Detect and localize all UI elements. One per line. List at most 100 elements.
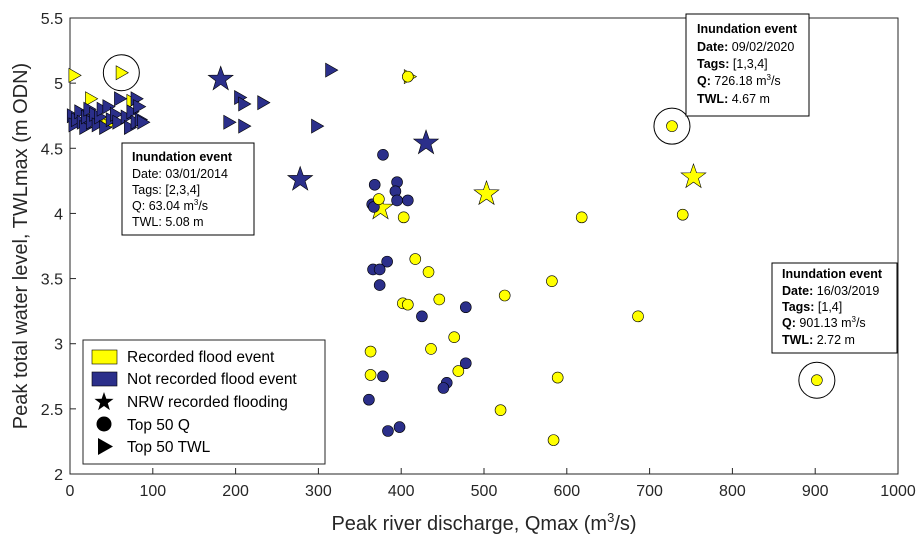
data-point-circle — [437, 382, 450, 394]
triangle-icon — [98, 438, 113, 455]
annotation-date: Date: 09/02/2020 — [697, 40, 794, 54]
y-tick-label: 3.5 — [41, 272, 63, 289]
data-point-circle — [494, 404, 507, 416]
annotation-twl: TWL: 5.08 m — [132, 215, 204, 229]
annotation-event-2020: Inundation event Date: 09/02/2020 Tags: … — [685, 13, 810, 117]
data-point-circle — [547, 434, 560, 446]
data-point-triangle — [238, 96, 252, 112]
legend-item-not-recorded: Not recorded flood event — [91, 371, 297, 388]
data-point-circle — [368, 178, 381, 191]
data-point-circle — [364, 345, 377, 358]
data-point-triangle — [325, 62, 339, 78]
annotation-tags: Tags: [1,4] — [782, 300, 842, 314]
data-point-circle — [373, 263, 386, 276]
y-tick-label: 4.5 — [41, 141, 63, 158]
data-point-circle — [377, 149, 389, 161]
data-point-triangle — [137, 114, 151, 130]
data-point-triangle — [68, 67, 82, 83]
data-point-circle — [373, 279, 386, 291]
highlight-ring — [798, 361, 836, 399]
data-point-circle — [422, 266, 435, 278]
data-point-circle — [393, 421, 406, 433]
x-tick-label: 900 — [802, 483, 829, 500]
annotation-title: Inundation event — [782, 267, 883, 281]
legend-item-top-twl: Top 50 TWL — [98, 438, 211, 456]
data-point-circle — [377, 370, 389, 383]
data-point-circle — [676, 208, 689, 221]
data-point-triangle — [112, 114, 126, 130]
x-axis: 0 100 200 300 400 500 600 700 800 900 1000 — [66, 468, 916, 500]
legend-label: Recorded flood event — [127, 349, 275, 366]
y-tick-label: 5.5 — [41, 11, 63, 28]
data-point-circle — [363, 393, 375, 406]
x-tick-label: 200 — [222, 483, 249, 500]
data-point-triangle — [223, 114, 237, 130]
y-tick-label: 4 — [54, 206, 63, 223]
data-point-circle — [433, 293, 446, 306]
annotation-q: Q: 726.18 m3/s — [697, 73, 781, 88]
y-tick-label: 3 — [54, 337, 63, 354]
data-point-circle — [373, 193, 385, 205]
circle-icon — [96, 416, 112, 432]
legend-swatch-blue — [91, 371, 118, 387]
annotation-twl: TWL: 2.72 m — [782, 333, 855, 347]
legend-item-recorded: Recorded flood event — [91, 349, 275, 366]
legend-label: Top 50 TWL — [127, 439, 211, 456]
star-icon — [94, 392, 114, 411]
data-point-star — [473, 179, 500, 206]
data-point-triangle — [124, 119, 138, 135]
annotation-q: Q: 901.13 m3/s — [782, 315, 866, 330]
legend-label: NRW recorded flooding — [127, 394, 288, 411]
data-points — [66, 62, 823, 446]
data-point-circle — [459, 357, 472, 370]
annotation-tags: Tags: [1,3,4] — [697, 57, 768, 71]
data-point-triangle — [114, 91, 128, 107]
data-point-triangle — [126, 104, 140, 120]
x-tick-label: 300 — [305, 483, 332, 500]
annotation-q: Q: 63.04 m3/s — [132, 198, 208, 213]
annotation-event-2019: Inundation event Date: 16/03/2019 Tags: … — [771, 262, 898, 354]
data-point-circle — [382, 425, 394, 437]
data-point-star — [207, 65, 234, 91]
x-tick-label: 700 — [636, 483, 663, 500]
data-point-circle — [632, 310, 644, 323]
annotation-tags: Tags: [2,3,4] — [132, 183, 200, 197]
annotation-title: Inundation event — [132, 150, 233, 164]
data-point-circle — [381, 255, 393, 268]
annotation-date: Date: 16/03/2019 — [782, 284, 879, 298]
data-point-circle — [397, 211, 410, 224]
data-point-circle — [425, 343, 437, 355]
data-point-circle — [452, 365, 465, 377]
data-point-triangle — [102, 99, 116, 115]
legend-swatch-yellow — [91, 349, 118, 365]
data-point-circle — [402, 194, 414, 207]
data-point-circle — [666, 120, 678, 132]
legend-box — [82, 339, 326, 465]
data-point-circle — [498, 289, 511, 302]
annotation-box — [121, 142, 255, 236]
legend-item-nrw: NRW recorded flooding — [94, 392, 288, 411]
data-point-triangle — [257, 95, 271, 111]
data-point-triangle — [99, 119, 113, 135]
y-tick-label: 5 — [54, 76, 63, 93]
data-point-circle — [416, 310, 428, 323]
y-tick-label: 2 — [54, 467, 63, 484]
y-axis: 2 2.5 3 3.5 4 4.5 5 5.5 — [41, 11, 76, 484]
x-tick-label: 500 — [471, 483, 498, 500]
x-tick-label: 800 — [719, 483, 746, 500]
annotation-twl: TWL: 4.67 m — [697, 92, 770, 106]
data-point-circle — [402, 70, 414, 83]
data-point-circle — [391, 194, 403, 207]
x-axis-label: Peak river discharge, Qmax (m3/s) — [331, 510, 636, 535]
data-point-circle — [546, 275, 558, 287]
data-point-triangle — [238, 118, 252, 134]
y-tick-label: 2.5 — [41, 402, 63, 419]
data-point-circle — [575, 211, 588, 224]
data-point-star — [412, 129, 440, 155]
data-point-triangle — [115, 65, 129, 81]
highlight-rings — [102, 54, 836, 399]
data-point-circle — [448, 331, 460, 344]
legend: Recorded flood event Not recorded flood … — [82, 339, 326, 465]
data-point-circle — [409, 253, 422, 265]
